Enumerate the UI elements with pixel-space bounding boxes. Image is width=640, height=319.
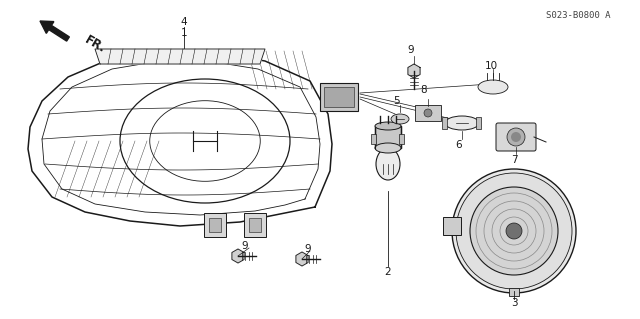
Polygon shape — [296, 252, 308, 266]
Ellipse shape — [375, 122, 401, 130]
Text: S023-B0800 A: S023-B0800 A — [546, 11, 611, 19]
FancyBboxPatch shape — [371, 134, 376, 144]
FancyBboxPatch shape — [476, 117, 481, 129]
FancyBboxPatch shape — [496, 123, 536, 151]
Text: 2: 2 — [385, 267, 391, 277]
Circle shape — [424, 109, 432, 117]
Text: 6: 6 — [456, 140, 462, 150]
FancyBboxPatch shape — [442, 117, 447, 129]
Ellipse shape — [391, 114, 409, 124]
FancyBboxPatch shape — [443, 217, 461, 235]
Ellipse shape — [478, 80, 508, 94]
Circle shape — [452, 169, 576, 293]
FancyBboxPatch shape — [249, 218, 261, 232]
FancyBboxPatch shape — [509, 288, 519, 296]
Text: 5: 5 — [394, 96, 400, 106]
Circle shape — [456, 173, 572, 289]
Text: 9: 9 — [242, 241, 248, 251]
FancyBboxPatch shape — [209, 218, 221, 232]
Text: 8: 8 — [420, 85, 428, 95]
Text: 9: 9 — [305, 244, 311, 254]
Ellipse shape — [376, 148, 400, 180]
FancyBboxPatch shape — [399, 134, 404, 144]
FancyBboxPatch shape — [375, 126, 401, 148]
Circle shape — [511, 132, 521, 142]
FancyBboxPatch shape — [204, 213, 226, 237]
Text: 1: 1 — [180, 28, 188, 38]
FancyBboxPatch shape — [244, 213, 266, 237]
Circle shape — [506, 223, 522, 239]
Polygon shape — [232, 249, 244, 263]
Ellipse shape — [445, 116, 479, 130]
Text: 9: 9 — [408, 45, 414, 55]
Circle shape — [507, 128, 525, 146]
Text: FR.: FR. — [82, 33, 108, 55]
FancyBboxPatch shape — [415, 105, 441, 121]
Text: 3: 3 — [511, 298, 517, 308]
FancyBboxPatch shape — [320, 83, 358, 111]
Text: 10: 10 — [484, 61, 497, 71]
Text: 4: 4 — [180, 17, 188, 27]
Polygon shape — [95, 49, 265, 64]
FancyArrow shape — [40, 21, 69, 41]
Ellipse shape — [375, 143, 401, 153]
Polygon shape — [408, 64, 420, 78]
FancyBboxPatch shape — [324, 87, 354, 107]
Circle shape — [470, 187, 558, 275]
Text: 7: 7 — [511, 155, 517, 165]
